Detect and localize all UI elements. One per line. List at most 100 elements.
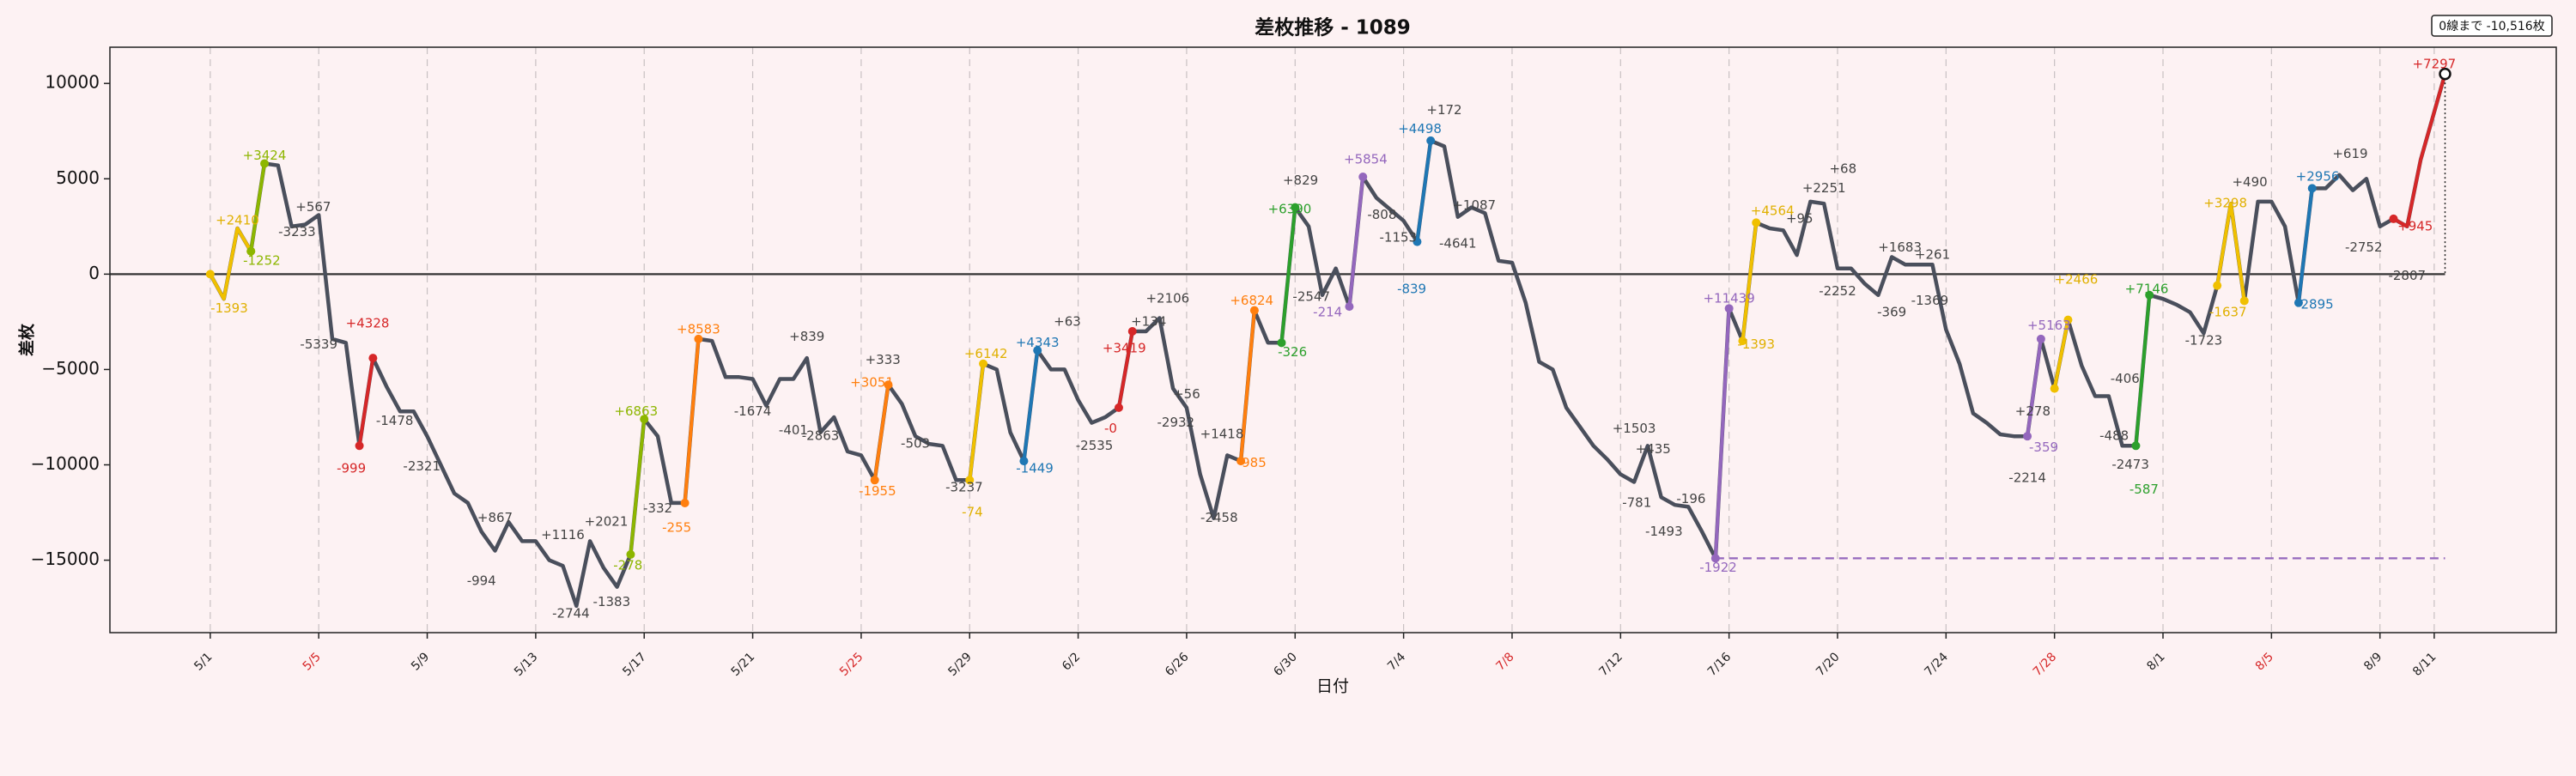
annotation: +56 (1173, 386, 1200, 402)
annotation: +11439 (1703, 291, 1754, 306)
point (870, 476, 879, 485)
annotation: -1723 (2185, 333, 2223, 349)
annotation: +95 (1786, 210, 1814, 226)
annotation: +435 (1636, 441, 1671, 457)
plot-frame (109, 46, 2557, 634)
highlight-line (2052, 319, 2070, 389)
annotation: -255 (662, 519, 691, 535)
y-tick-label: 10000 (45, 72, 100, 93)
highlight-line (1022, 349, 1040, 462)
annotation: -359 (2029, 440, 2058, 455)
highlight-line (683, 338, 701, 504)
annotation: +829 (1283, 173, 1318, 188)
point (1738, 336, 1747, 346)
annotation: +7297 (2412, 56, 2456, 71)
annotation: +333 (866, 352, 901, 367)
annotation: +6863 (614, 403, 658, 419)
point (2389, 214, 2398, 223)
highlight-line (1415, 140, 1433, 242)
badge: 0線まで -10,516枚 (2439, 20, 2544, 33)
annotation: -1478 (376, 413, 414, 428)
annotation: +4343 (1016, 335, 1060, 350)
annotation: -1393 (210, 300, 248, 316)
annotation: +490 (2232, 174, 2267, 190)
badge-box (2431, 15, 2553, 37)
annotation: -2863 (802, 428, 840, 444)
annotation: +68 (1829, 161, 1856, 177)
annotation: -1393 (1737, 336, 1775, 352)
annotation: -2807 (2388, 268, 2426, 283)
annotation: +619 (2332, 146, 2367, 161)
annotation: -2752 (2345, 239, 2383, 255)
point (1277, 338, 1286, 348)
annotation: -1955 (859, 483, 896, 499)
annotation: +6824 (1230, 293, 1273, 308)
annotation: -1674 (734, 403, 772, 419)
annotation: -985 (1237, 455, 1267, 470)
point (260, 159, 270, 168)
x-axis-label: 日付 (1316, 677, 1349, 696)
highlight-line (249, 163, 266, 252)
annotation: +3424 (243, 148, 287, 163)
annotation: +1503 (1613, 421, 1656, 436)
point (1291, 203, 1300, 212)
highlight-line (2026, 338, 2043, 437)
annotation: -2473 (2111, 457, 2149, 472)
annotation: -587 (2129, 482, 2159, 497)
point (355, 441, 364, 451)
annotation: -994 (467, 573, 496, 589)
annotation: -1383 (593, 594, 631, 609)
annotation: +2466 (2055, 272, 2099, 288)
annotation: -839 (1397, 282, 1426, 297)
annotation: +2410 (216, 213, 259, 228)
point (2131, 441, 2141, 451)
point (1236, 457, 1246, 466)
annotation: -1922 (1699, 560, 1737, 575)
annotation: +8583 (677, 321, 720, 336)
highlight-line (1713, 308, 1731, 559)
annotation: -2932 (1157, 415, 1195, 430)
annotation: +7146 (2125, 282, 2169, 297)
point (246, 246, 256, 256)
annotation: -196 (1676, 491, 1705, 506)
y-tick-label: −5000 (41, 358, 100, 379)
annotation: +3051 (850, 374, 894, 390)
annotation: +2021 (585, 514, 629, 530)
annotation: +172 (1426, 102, 1461, 118)
annotation: -2744 (552, 605, 590, 621)
annotation: -0 (1104, 421, 1117, 436)
annotation: -2252 (1819, 283, 1856, 299)
point (1752, 218, 1761, 227)
annotation: -406 (2111, 371, 2140, 386)
annotation: +3419 (1103, 340, 1146, 355)
point (2307, 184, 2317, 193)
highlight-line (1239, 310, 1256, 462)
annotation: -369 (1877, 304, 1906, 319)
point (680, 498, 690, 507)
annotation: +839 (789, 329, 824, 344)
annotation: -3233 (278, 224, 316, 239)
annotation: -214 (1313, 304, 1342, 319)
annotation: -1493 (1645, 524, 1683, 539)
point (694, 334, 703, 343)
y-tick-label: 0 (88, 263, 100, 283)
annotation: +4328 (346, 316, 390, 331)
annotation: +2251 (1802, 180, 1846, 196)
annotation: -2535 (1076, 438, 1114, 453)
highlight-line (357, 357, 375, 446)
annotation: -503 (901, 436, 930, 452)
annotation: +945 (2397, 218, 2433, 233)
annotation: +567 (295, 199, 331, 215)
y-tick-label: 5000 (56, 167, 100, 188)
annotation: -1369 (1911, 293, 1949, 308)
annotation: -999 (337, 460, 366, 476)
annotation: -326 (1278, 344, 1307, 360)
point (626, 549, 635, 559)
point (2036, 334, 2045, 343)
point (1249, 306, 1259, 315)
annotation: +134 (1131, 313, 1166, 329)
highlight-line (2296, 188, 2314, 303)
highlight-line (1347, 176, 1365, 307)
annotation: -1449 (1016, 460, 1054, 476)
